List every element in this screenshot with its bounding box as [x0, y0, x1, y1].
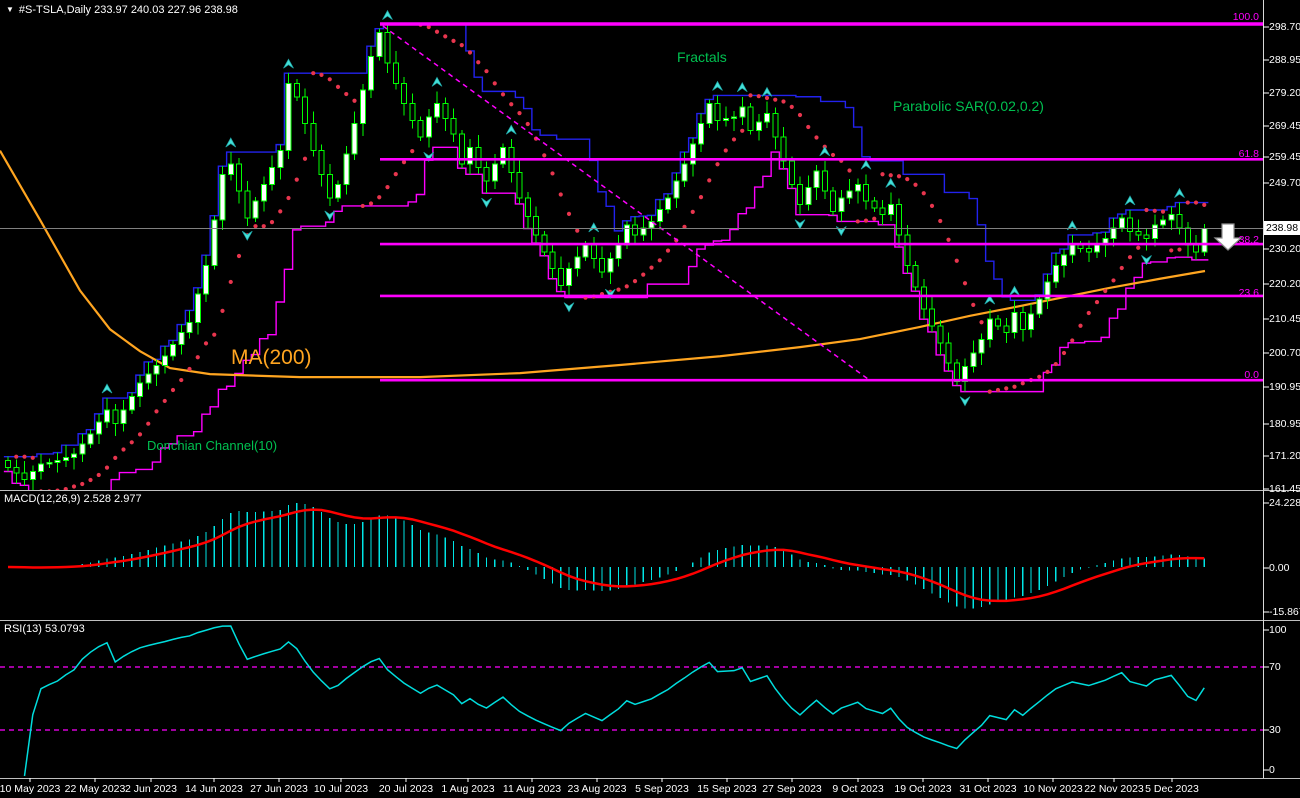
date-axis-label: 10 Nov 2023: [1023, 783, 1083, 795]
price-axis-label: 220.20: [1269, 278, 1300, 290]
date-axis-label: 31 Oct 2023: [959, 783, 1017, 795]
symbol-ohlc-readout: #S-TSLA,Daily 233.97 240.03 227.96 238.9…: [18, 4, 238, 16]
fractal-up-arrow: [712, 80, 723, 91]
date-axis-label: 27 Jun 2023: [250, 783, 308, 795]
date-axis-label: 2 Jun 2023: [125, 783, 177, 795]
fractal-up-arrow: [984, 294, 996, 305]
date-axis-label: 22 Nov 2023: [1084, 783, 1144, 795]
price-axis-label: 259.45: [1269, 151, 1300, 163]
date-axis-label: 27 Sep 2023: [762, 783, 822, 795]
fib-level-label: 0.0: [1244, 369, 1259, 381]
down-arrow-annotation: [1213, 223, 1243, 251]
fractal-up-arrow: [1124, 195, 1136, 206]
date-axis-label: 5 Sep 2023: [635, 783, 689, 795]
macd-panel-label: MACD(12,26,9) 2.528 2.977: [4, 493, 142, 505]
price-axis-label: 298.70: [1269, 21, 1300, 33]
fractal-up-arrow: [382, 9, 393, 20]
price-axis-label: 210.45: [1269, 313, 1300, 325]
date-axis-label: 10 May 2023: [0, 783, 61, 795]
fractals-indicator-label: Fractals: [677, 49, 727, 65]
chart-title: ▼ #S-TSLA,Daily 233.97 240.03 227.96 238.…: [6, 4, 238, 16]
ma200-indicator-label: MA(200): [231, 346, 312, 369]
fib-level-label: 38.2: [1238, 234, 1259, 246]
macd-axis-label: -15.867: [1269, 606, 1300, 618]
date-axis-label: 14 Jun 2023: [185, 783, 243, 795]
fractal-down-arrow: [481, 197, 492, 208]
fractal-down-arrow: [241, 230, 253, 241]
price-axis-label: 230.20: [1269, 243, 1300, 255]
fractal-up-arrow: [819, 146, 831, 157]
fractal-up-arrow: [761, 86, 773, 97]
fractal-up-arrow: [1066, 220, 1078, 231]
price-axis-label: 249.70: [1269, 177, 1300, 189]
fractal-down-arrow: [794, 219, 806, 230]
symbol-dropdown-icon[interactable]: ▼: [6, 5, 14, 14]
date-axis-label: 19 Oct 2023: [894, 783, 952, 795]
fractal-up-arrow: [885, 177, 897, 188]
price-axis-label: 190.95: [1269, 381, 1300, 393]
date-axis-label: 20 Jul 2023: [378, 783, 434, 795]
fractal-up-arrow: [225, 137, 237, 148]
date-axis-label: 9 Oct 2023: [832, 783, 884, 795]
rsi-axis-label: 30: [1269, 724, 1281, 736]
rsi-axis-label: 70: [1269, 661, 1281, 673]
date-axis-label: 15 Sep 2023: [697, 783, 757, 795]
fractal-up-arrow: [505, 124, 517, 135]
donchian-indicator-label: Donchian Channel(10): [147, 438, 278, 453]
rsi-axis-label: 100: [1269, 624, 1287, 636]
fib-level-label: 23.6: [1238, 287, 1259, 299]
fib-level-label: 100.0: [1232, 11, 1259, 23]
parabolic-sar-indicator-label: Parabolic SAR(0.02,0.2): [893, 98, 1044, 114]
fractal-up-arrow: [283, 58, 294, 69]
fractal-down-arrow: [563, 302, 575, 313]
price-axis-label: 269.45: [1269, 120, 1300, 132]
current-price-tag: 238.98: [1264, 221, 1300, 235]
fractal-up-arrow: [1009, 285, 1020, 296]
fractal-up-arrow: [736, 82, 748, 93]
fractal-down-arrow: [959, 396, 971, 407]
price-axis-label: 171.20: [1269, 450, 1300, 462]
price-axis-label: 279.20: [1269, 87, 1300, 99]
macd-axis-label: 0.00: [1269, 562, 1290, 574]
price-axis-label: 288.95: [1269, 54, 1300, 66]
price-axis-label: 180.95: [1269, 418, 1300, 430]
fractal-up-arrow: [860, 159, 872, 170]
date-axis-label: 1 Aug 2023: [441, 783, 495, 795]
fractal-up-arrow: [431, 76, 443, 87]
date-axis-label: 22 May 2023: [64, 783, 126, 795]
date-axis-label: 23 Aug 2023: [567, 783, 627, 795]
price-axis-label: 200.70: [1269, 347, 1300, 359]
fractal-down-arrow: [324, 210, 336, 221]
fractal-up-arrow: [588, 222, 600, 233]
rsi-panel-label: RSI(13) 53.0793: [4, 623, 85, 635]
date-axis-label: 10 Jul 2023: [313, 783, 369, 795]
rsi-axis-label: 0: [1269, 764, 1275, 776]
fractal-down-arrow: [1141, 255, 1152, 266]
fractal-up-arrow: [1174, 187, 1185, 198]
price-axis-label: 161.45: [1269, 483, 1300, 495]
fib-level-label: 61.8: [1238, 148, 1259, 160]
date-axis-label: 5 Dec 2023: [1145, 783, 1199, 795]
macd-axis-label: 24.228: [1269, 497, 1300, 509]
fractal-up-arrow: [101, 383, 113, 394]
date-axis-label: 11 Aug 2023: [502, 783, 562, 795]
